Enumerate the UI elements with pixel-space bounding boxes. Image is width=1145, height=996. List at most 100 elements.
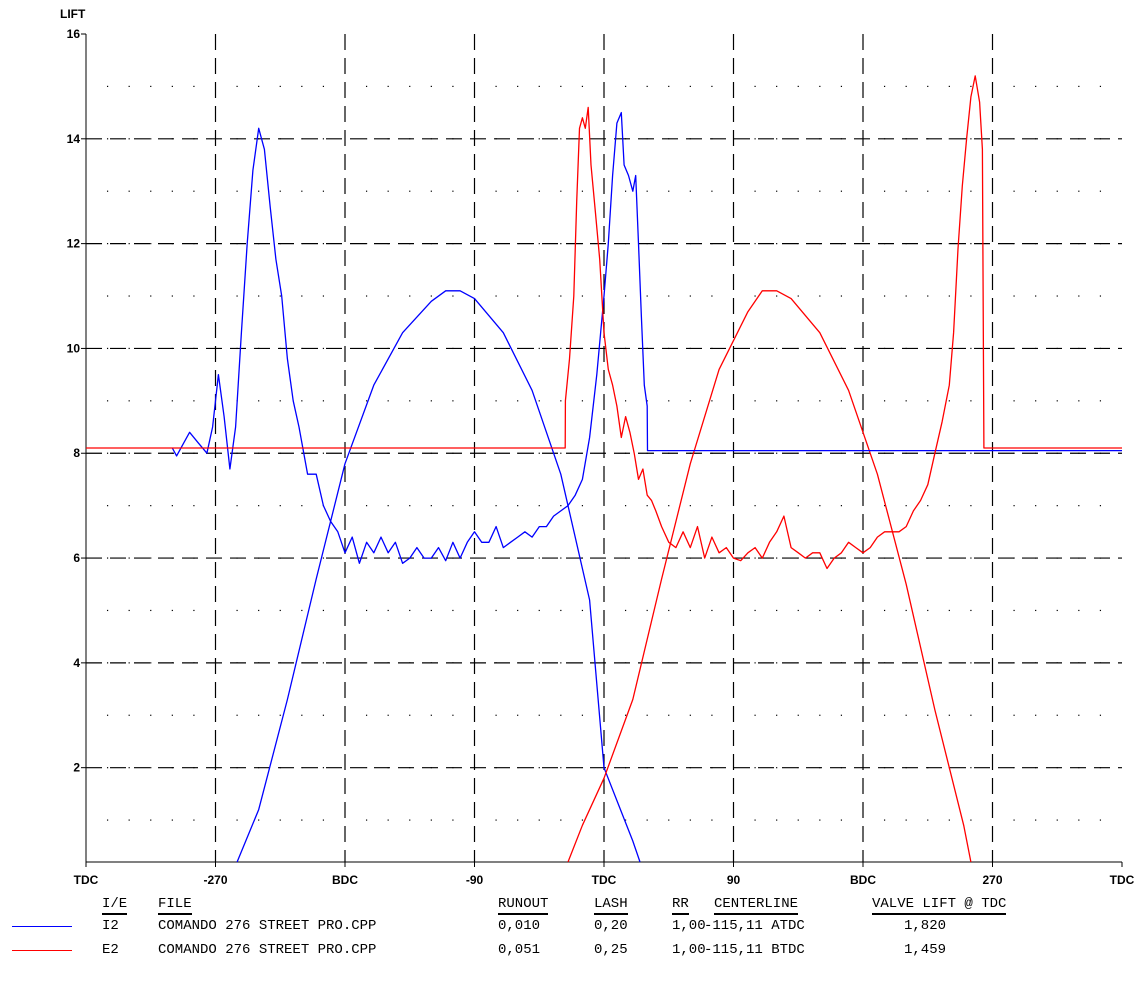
- grid-dot: [797, 609, 799, 612]
- legend-table: I/E FILE RUNOUT LASH RR CENTERLINE VALVE…: [0, 895, 1145, 996]
- grid-dot: [1056, 295, 1058, 297]
- header-lash: LASH: [594, 895, 628, 915]
- grid-dot: [258, 819, 260, 821]
- grid-dot: [387, 714, 389, 716]
- grid-dot: [948, 85, 950, 88]
- grid-dot: [322, 85, 325, 88]
- grid-dot: [624, 190, 627, 192]
- row-valve-lift: 1,820: [904, 918, 947, 934]
- grid-dot: [150, 819, 152, 821]
- grid-dot: [560, 819, 562, 821]
- grid-dot: [883, 609, 886, 612]
- grid-dot: [1035, 505, 1037, 507]
- grid-dot: [365, 609, 368, 612]
- grid-dot: [668, 819, 670, 821]
- grid-dot: [970, 295, 972, 297]
- grid-dot: [258, 505, 260, 507]
- grid-dot: [560, 767, 562, 769]
- y-tick-label: 12: [67, 237, 81, 251]
- grid-dot: [883, 400, 886, 402]
- series-line-e2: [567, 290, 972, 863]
- grid-dot: [538, 85, 540, 88]
- grid-dot: [517, 662, 519, 664]
- grid-dot: [970, 767, 972, 769]
- grid-dot: [409, 505, 411, 507]
- grid-dot: [495, 714, 497, 716]
- grid-dot: [430, 819, 432, 821]
- grid-dot: [668, 505, 670, 507]
- grid-dot: [279, 190, 281, 192]
- grid-dot: [797, 557, 799, 559]
- grid-dot: [1078, 400, 1080, 402]
- grid-dot: [452, 714, 454, 716]
- grid-dot: [1013, 505, 1015, 507]
- grid-dot: [517, 767, 519, 769]
- grid-dot: [754, 85, 756, 88]
- grid-dot: [387, 295, 389, 297]
- grid-dot: [409, 190, 411, 192]
- row-runout: 0,051: [498, 942, 541, 958]
- grid-dot: [258, 714, 260, 716]
- grid-dot: [517, 452, 519, 454]
- grid-dot: [495, 505, 497, 507]
- grid-dot: [538, 347, 540, 350]
- grid-dot: [560, 714, 562, 716]
- grid-dot: [948, 662, 950, 664]
- grid-dot: [581, 714, 584, 716]
- grid-dot: [797, 138, 799, 140]
- header-centerline: CENTERLINE: [714, 895, 799, 915]
- grid-dot: [322, 557, 325, 559]
- grid-dot: [689, 505, 691, 507]
- grid-dot: [322, 138, 325, 140]
- grid-dot: [840, 819, 843, 821]
- grid-dot: [365, 505, 368, 507]
- grid-dot: [581, 400, 584, 402]
- grid-dot: [538, 557, 540, 559]
- row-lash: 0,20: [594, 918, 628, 934]
- grid-dot: [517, 190, 519, 192]
- grid-dot: [517, 243, 519, 245]
- grid-dot: [258, 609, 260, 612]
- grid-dot: [797, 662, 799, 664]
- grid-dot: [128, 505, 130, 507]
- grid-dot: [517, 557, 519, 559]
- grid-dot: [301, 243, 303, 245]
- grid-dot: [365, 347, 368, 350]
- grid-dot: [1013, 767, 1015, 769]
- grid-dot: [106, 767, 109, 769]
- grid-dot: [646, 819, 648, 821]
- grid-dot: [517, 138, 519, 140]
- grid-dot: [322, 243, 325, 245]
- grid-dot: [322, 190, 325, 192]
- grid-dot: [560, 190, 562, 192]
- x-tick-label: 90: [727, 873, 741, 887]
- grid-dot: [560, 452, 562, 454]
- grid-dot: [1035, 714, 1037, 716]
- y-tick-label: 4: [73, 656, 80, 670]
- grid-dot: [387, 609, 389, 612]
- grid-dot: [538, 767, 540, 769]
- grid-dot: [776, 767, 778, 769]
- grid-dot: [301, 295, 303, 297]
- grid-dot: [128, 138, 130, 140]
- grid-dot: [1013, 347, 1015, 350]
- grid-dot: [883, 714, 886, 716]
- grid-dot: [1013, 85, 1015, 88]
- header-file: FILE: [158, 895, 192, 915]
- grid-dot: [970, 243, 972, 245]
- grid-dot: [106, 190, 109, 192]
- grid-dot: [517, 505, 519, 507]
- grid-dot: [258, 85, 260, 88]
- grid-dot: [517, 347, 519, 350]
- grid-dot: [927, 190, 929, 192]
- grid-dot: [106, 609, 109, 612]
- grid-dot: [1078, 190, 1080, 192]
- grid-dot: [1056, 400, 1058, 402]
- grid-dot: [883, 505, 886, 507]
- grid-dot: [883, 295, 886, 297]
- grid-dot: [883, 819, 886, 821]
- grid-dot: [106, 819, 109, 821]
- grid-dot: [236, 295, 238, 297]
- x-tick-label: TDC: [74, 873, 99, 887]
- grid-dot: [819, 190, 821, 192]
